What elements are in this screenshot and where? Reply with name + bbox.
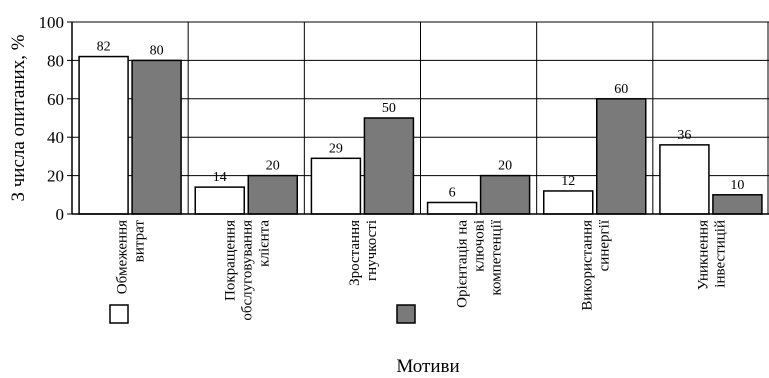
category-label-text-5: Використаннясинергії xyxy=(579,219,612,310)
data-label-2-1: 80 xyxy=(150,43,164,58)
legend xyxy=(109,304,416,324)
y-tick-label-20: 20 xyxy=(47,167,64,186)
data-label-2-2: 20 xyxy=(266,159,280,174)
data-label-1-5: 12 xyxy=(561,174,575,189)
category-label-2: Покращенняобслуговуванняклієнта xyxy=(222,220,272,321)
bar-2-1 xyxy=(131,59,182,215)
bar-1-1 xyxy=(78,55,129,215)
category-labels: Обмеженнявитрат Покращенняобслуговуванняк… xyxy=(115,219,729,320)
legend-swatch-1 xyxy=(109,304,129,324)
axes: 0 20 40 60 80 100 xyxy=(39,13,769,224)
bar-1-4 xyxy=(426,201,478,215)
bar-2-4 xyxy=(479,174,531,215)
category-label-3: Зростаннягнучкості xyxy=(347,220,380,286)
grid-lines xyxy=(72,21,769,214)
category-label-text-3: Зростаннягнучкості xyxy=(347,220,380,286)
y-tick-label-60: 60 xyxy=(47,90,64,109)
y-tick-label-100: 100 xyxy=(39,13,65,32)
data-label-1-2: 14 xyxy=(213,170,227,185)
category-label-text-6: Уникненняінвестицій xyxy=(695,220,728,290)
y-tick-label-0: 0 xyxy=(56,205,65,224)
category-label-text-1: Обмеженнявитрат xyxy=(115,220,148,295)
y-axis-title: З числа опитаних, % xyxy=(8,34,29,201)
y-tick-label-80: 80 xyxy=(47,51,64,70)
bar-1-6 xyxy=(659,144,710,215)
bar-2-5 xyxy=(596,98,647,215)
category-label-text-2: Покращенняобслуговуванняклієнта xyxy=(222,220,272,321)
bar-2-3 xyxy=(363,117,415,215)
data-label-1-3: 29 xyxy=(329,141,343,156)
category-label-1: Обмеженнявитрат xyxy=(115,220,148,295)
data-label-1-6: 36 xyxy=(677,128,691,143)
bar-2-6 xyxy=(712,194,763,215)
data-label-2-5: 60 xyxy=(614,82,628,97)
bar-1-3 xyxy=(310,157,362,215)
legend-swatch-2 xyxy=(396,304,416,324)
data-label-2-4: 20 xyxy=(498,159,512,174)
data-labels: 82 80 14 20 29 50 6 20 12 60 36 10 xyxy=(97,40,745,201)
bar-2-2 xyxy=(247,174,298,215)
y-tick-label-40: 40 xyxy=(47,128,64,147)
data-label-2-3: 50 xyxy=(382,101,396,116)
data-label-1-4: 6 xyxy=(449,185,456,200)
data-label-2-6: 10 xyxy=(730,178,744,193)
category-label-6: Уникненняінвестицій xyxy=(695,220,728,290)
x-axis-title: Мотиви xyxy=(396,356,459,377)
bar-1-5 xyxy=(543,190,594,215)
bar-1-2 xyxy=(194,186,245,215)
category-label-4: Орієнтація наключовікомпетенції xyxy=(455,219,505,308)
category-label-text-4: Орієнтація наключовікомпетенції xyxy=(455,219,505,308)
category-label-5: Використаннясинергії xyxy=(579,219,612,310)
data-label-1-1: 82 xyxy=(97,40,111,55)
